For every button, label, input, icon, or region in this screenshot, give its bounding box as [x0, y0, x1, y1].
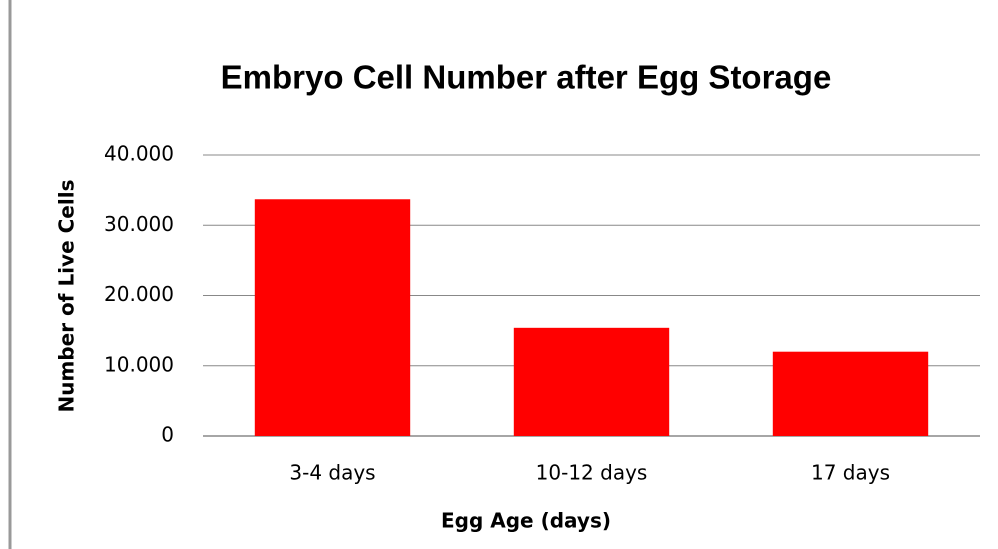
x-tick-label: 17 days [811, 461, 890, 485]
x-tick-label: 3-4 days [289, 461, 375, 485]
bar [513, 327, 670, 436]
bar [254, 199, 411, 436]
x-tick-label: 10-12 days [536, 461, 648, 485]
y-tick-label: 40.000 [104, 142, 174, 166]
y-tick-label: 0 [161, 423, 174, 447]
x-axis-title: Egg Age (days) [441, 509, 611, 533]
y-tick-label: 20.000 [104, 282, 174, 306]
y-tick-label: 30.000 [104, 212, 174, 236]
y-axis-title: Number of Live Cells [55, 180, 79, 413]
chart-title: Embryo Cell Number after Egg Storage [221, 59, 832, 96]
bar [772, 351, 929, 436]
y-tick-label: 10.000 [104, 352, 174, 376]
